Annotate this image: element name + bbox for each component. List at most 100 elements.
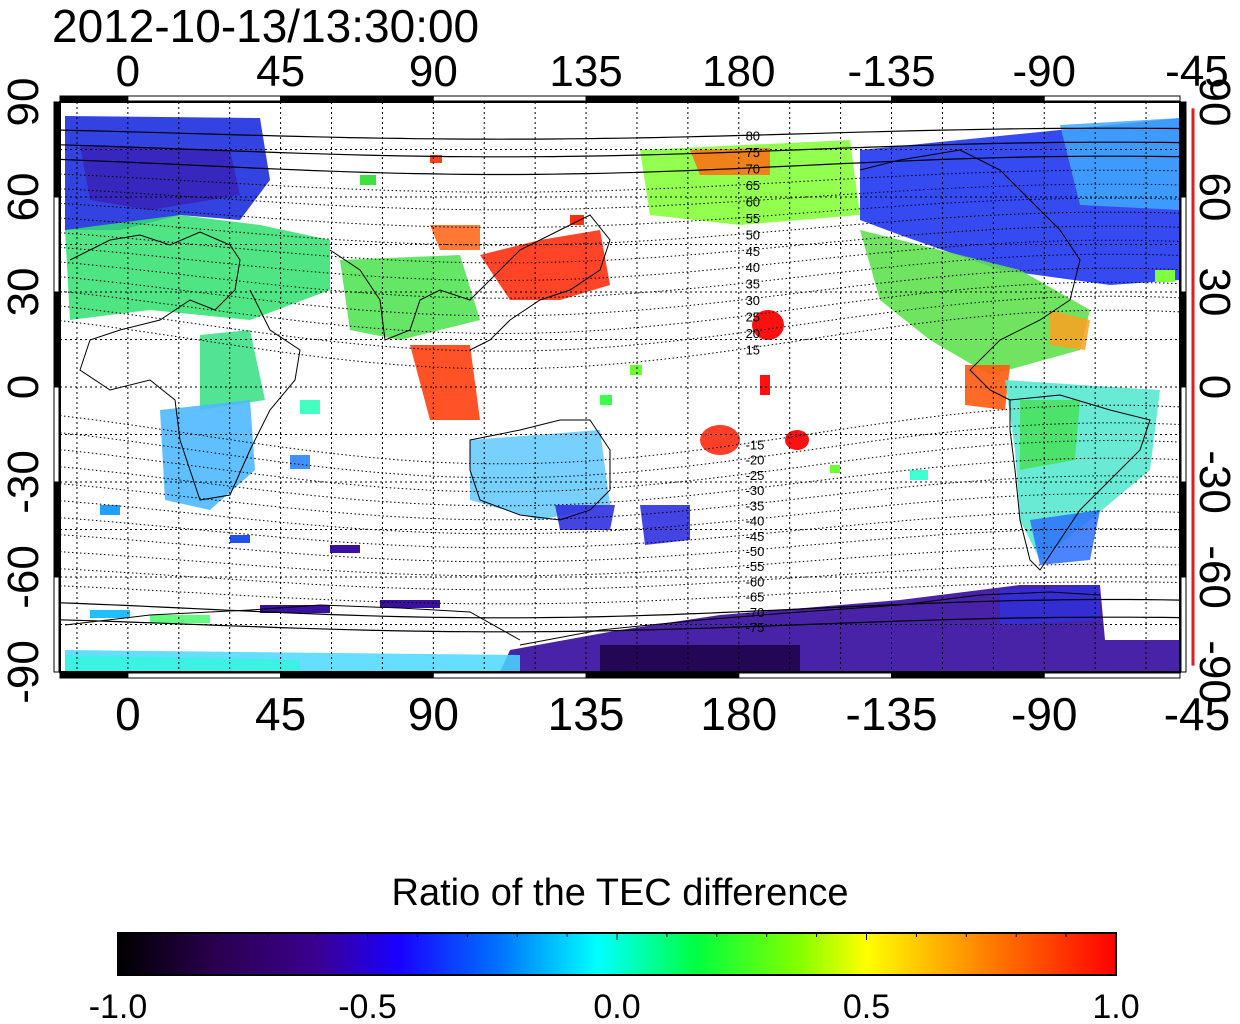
contour-label: 80 (746, 129, 760, 144)
magnetic-latitude-contour (60, 295, 1180, 352)
right-latitude-ticks: 90 60 30 0 -30 -60 -90 (1190, 78, 1239, 704)
top-longitude-ticks: 0 45 90 135 180 -135 -90 -45 (116, 47, 1229, 96)
axis-segment (738, 95, 893, 102)
magnetic-latitude-contour (60, 239, 1180, 282)
axis-segment (53, 576, 60, 673)
magnetic-latitude-contour (60, 141, 1180, 158)
magnetic-latitude-contour (60, 155, 1180, 176)
axis-segment (585, 95, 740, 102)
bottom-longitude-tick-label: 180 (700, 688, 777, 740)
left-latitude-tick-label: -90 (0, 640, 48, 704)
right-latitude-tick-label: -60 (1190, 545, 1239, 609)
axis-segment (432, 95, 587, 102)
right-latitude-tick-label: -90 (1190, 640, 1239, 704)
magnetic-latitude-contour (60, 211, 1180, 246)
left-latitude-ticks: 90 60 30 0 -30 -60 -90 (0, 78, 48, 704)
contour-label: 25 (746, 310, 760, 325)
contour-label: -45 (746, 529, 765, 544)
magnetic-latitude-contour (60, 169, 1180, 193)
contour-label: -35 (746, 498, 765, 513)
contour-label: 40 (746, 260, 760, 275)
magnetic-latitude-contour (60, 404, 1180, 465)
colorbar-tick-label: 0.0 (593, 988, 640, 1024)
contour-label: -30 (746, 483, 765, 498)
contour-label: -50 (746, 544, 765, 559)
left-latitude-tick-label: 90 (0, 78, 48, 127)
top-longitude-tick-label: -135 (847, 47, 935, 96)
colorbar-title: Ratio of the TEC difference (391, 872, 849, 914)
right-latitude-tick-label: 90 (1190, 78, 1239, 127)
contour-label: -55 (746, 559, 765, 574)
right-latitude-tick-label: 60 (1190, 173, 1239, 222)
contour-label: 30 (746, 293, 760, 308)
magnetic-latitude-contour (60, 197, 1180, 229)
axis-segment (1043, 672, 1181, 679)
axis-segment (127, 672, 282, 679)
magnetic-latitude-contour (60, 545, 1180, 577)
bottom-longitude-ticks: 0 45 90 135 180 -135 -90 -45 (115, 688, 1230, 740)
magnetic-latitude-contour (60, 267, 1180, 317)
axis-segment (59, 95, 129, 102)
axis-segment (432, 672, 587, 679)
axis-segment (1180, 196, 1187, 293)
magnetic-latitude-contour (60, 581, 1180, 605)
contour-label: -40 (746, 514, 765, 529)
colorbar-tick-label: -1.0 (89, 988, 148, 1024)
axis-segment (53, 291, 60, 388)
bottom-longitude-tick-label: 135 (548, 688, 625, 740)
magnetic-latitude-contour (60, 253, 1180, 299)
magnetic-latitude-contour (60, 475, 1180, 521)
bottom-longitude-tick-label: -45 (1164, 688, 1230, 740)
magnetic-latitude-contour (60, 528, 1180, 563)
contour-label: 45 (746, 244, 760, 259)
magnetic-latitude-contour (60, 281, 1180, 335)
right-latitude-tick-label: 30 (1190, 268, 1239, 317)
axis-segment (280, 672, 434, 679)
coastlines (64, 149, 1151, 646)
axis-segment (53, 386, 60, 483)
bottom-longitude-tick-label: 0 (115, 688, 141, 740)
axis-segment (1043, 95, 1181, 102)
axis-segment (891, 672, 1045, 679)
left-latitude-tick-label: -30 (0, 450, 48, 514)
contour-label: -75 (746, 620, 765, 635)
magnetic-latitude-contour (60, 563, 1180, 591)
left-latitude-tick-label: -60 (0, 545, 48, 609)
top-longitude-tick-label: 135 (549, 47, 622, 96)
map-frame (59, 101, 1181, 673)
magnetic-latitude-contour (60, 309, 1180, 370)
contour-label: -60 (746, 574, 765, 589)
right-latitude-tick-label: 0 (1190, 375, 1239, 399)
contour-label: 20 (746, 326, 760, 341)
top-longitude-tick-label: 90 (409, 47, 458, 96)
magnetic-latitude-contour (60, 598, 1180, 619)
top-longitude-tick-label: -45 (1165, 47, 1229, 96)
magnetic-latitude-contour (60, 127, 1180, 140)
contour-label: 70 (746, 161, 760, 176)
left-latitude-tick-label: 60 (0, 173, 48, 222)
magnetic-latitude-contour (60, 439, 1180, 493)
magnetic-latitude-contour (60, 457, 1180, 507)
contour-label: -15 (746, 438, 765, 453)
top-longitude-tick-label: 45 (256, 47, 305, 96)
left-latitude-tick-label: 0 (0, 375, 48, 399)
magnetic-latitude-contour (60, 492, 1180, 535)
contour-label: 55 (746, 211, 760, 226)
contour-label: -25 (746, 468, 765, 483)
magnetic-latitude-contour (60, 616, 1180, 633)
top-longitude-tick-label: 180 (702, 47, 775, 96)
axis-segment (1180, 291, 1187, 388)
magnetic-latitude-contour (60, 183, 1180, 211)
contour-label: 50 (746, 227, 760, 242)
right-latitude-tick-label: -30 (1190, 450, 1239, 514)
contour-label: 75 (746, 145, 760, 160)
axis-segment (280, 95, 434, 102)
magnetic-latitude-contour (60, 510, 1180, 549)
top-longitude-tick-label: 0 (116, 47, 140, 96)
contour-label: 65 (746, 178, 760, 193)
magnetic-latitude-contour (60, 225, 1180, 264)
axis-segment (1180, 386, 1187, 483)
axis-segment (585, 672, 740, 679)
bottom-longitude-tick-label: 90 (408, 688, 459, 740)
